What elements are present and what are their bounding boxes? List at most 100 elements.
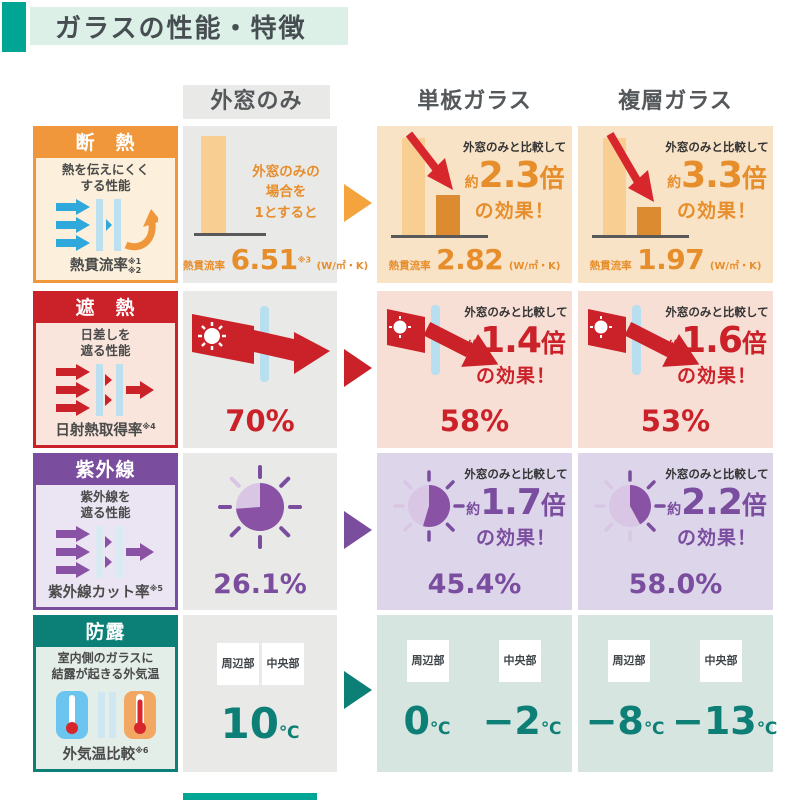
row-label-uv: 紫外線 紫外線を 遮る性能 紫外線カット率※5 bbox=[33, 453, 178, 610]
row-title-condensation: 防露 bbox=[36, 618, 175, 647]
insulation-icon bbox=[55, 199, 158, 251]
temp-unit: ℃ bbox=[540, 719, 562, 739]
improved-bar bbox=[637, 207, 661, 235]
uv-cut-double: 58.0% bbox=[628, 569, 723, 600]
footnote-ref: ※3 bbox=[297, 255, 312, 265]
row-metric: 外気温比較 bbox=[62, 747, 136, 763]
approx: 約 bbox=[466, 502, 481, 518]
temp-unit: ℃ bbox=[278, 723, 300, 743]
effect-label: の効果！ bbox=[676, 364, 757, 387]
drop-arrow-icon bbox=[606, 131, 654, 202]
shade-icon bbox=[55, 364, 154, 416]
metric-value: 6.51 bbox=[230, 243, 299, 276]
metric-unit: (W/㎡・K) bbox=[709, 261, 762, 272]
drop-arrow-icon bbox=[405, 131, 453, 190]
u-value-single: 熱貫流率 2.82 (W/㎡・K) bbox=[377, 243, 572, 276]
uv-pie-sun-icon bbox=[218, 465, 302, 549]
cell-condensation-double: 周辺部 中央部 −8℃ −13℃ bbox=[578, 615, 777, 772]
metric-unit: (W/㎡・K) bbox=[508, 261, 561, 272]
row-desc: 室内側のガラスに bbox=[57, 651, 154, 665]
metric-value: 2.82 bbox=[436, 243, 504, 276]
compare-note: 外窓のみと比較して bbox=[665, 467, 769, 481]
baseline-note: 外窓のみの bbox=[252, 164, 320, 180]
cell-insulation-double: 外窓のみと比較して 約3.3倍 の効果！ 熱貫流率 1.97 (W/㎡・K) bbox=[578, 126, 773, 283]
compare-note: 外窓のみと比較して bbox=[463, 140, 567, 154]
cell-uv-baseline: 26.1% bbox=[183, 453, 337, 610]
edge-label: 周辺部 bbox=[217, 643, 259, 685]
times: 倍 bbox=[741, 329, 767, 358]
uv-cut-baseline: 26.1% bbox=[213, 569, 307, 600]
edge-label: 周辺部 bbox=[608, 640, 650, 682]
row-metric: 日射熱取得率 bbox=[55, 423, 143, 439]
times: 倍 bbox=[741, 491, 767, 520]
shgc-single: 58% bbox=[439, 404, 510, 438]
approx: 約 bbox=[466, 340, 481, 356]
approx: 約 bbox=[667, 175, 682, 191]
temp-value: 10 bbox=[220, 699, 279, 748]
row-desc: する性能 bbox=[80, 178, 131, 194]
compare-note: 外窓のみと比較して bbox=[464, 305, 568, 319]
footnote-ref: ※1 bbox=[127, 256, 142, 266]
temp-value: −2 bbox=[482, 699, 541, 743]
cell-shade-baseline: 70% bbox=[183, 291, 337, 448]
compare-note: 外窓のみと比較して bbox=[464, 467, 568, 481]
center-label: 中央部 bbox=[499, 640, 541, 682]
times: 倍 bbox=[540, 491, 566, 520]
u-value-baseline: 熱貫流率 6.51※3 (W/㎡・K) bbox=[183, 243, 368, 276]
u-value-double: 熱貫流率 1.97 (W/㎡・K) bbox=[578, 243, 773, 276]
footnote-ref: ※2 bbox=[127, 265, 142, 275]
uv-pie-sun-icon bbox=[393, 470, 465, 542]
factor-value: 1.4 bbox=[480, 320, 542, 361]
accent-square bbox=[2, 2, 26, 52]
title-band: ガラスの性能・特徴 bbox=[30, 7, 348, 45]
thermometers-icon bbox=[55, 691, 156, 739]
column-header-double: 複層ガラス bbox=[618, 89, 733, 114]
uv-pie-sun-icon bbox=[594, 470, 666, 542]
approx: 約 bbox=[667, 502, 682, 518]
temp-value: −8 bbox=[585, 699, 644, 743]
center-label: 中央部 bbox=[700, 640, 742, 682]
times: 倍 bbox=[539, 164, 565, 193]
footnote-ref: ※6 bbox=[135, 746, 149, 756]
edge-label: 周辺部 bbox=[407, 640, 449, 682]
approx: 約 bbox=[667, 340, 682, 356]
row-label-shade: 遮 熱 日差しを 遮る性能 日射熱取得率※4 bbox=[33, 291, 178, 448]
metric-label: 熱貫流率 bbox=[589, 260, 632, 272]
next-section-edge bbox=[183, 793, 317, 800]
baseline-bar bbox=[603, 138, 626, 235]
flow-arrow-shade bbox=[344, 349, 372, 387]
temp-unit: ℃ bbox=[643, 719, 665, 739]
column-header-single: 単板ガラス bbox=[417, 89, 532, 114]
metric-label: 熱貫流率 bbox=[388, 260, 431, 272]
row-title-insulation: 断 熱 bbox=[36, 129, 175, 158]
factor-value: 2.2 bbox=[681, 482, 743, 523]
row-title-shade: 遮 熱 bbox=[36, 294, 175, 323]
factor-value: 3.3 bbox=[681, 155, 743, 196]
flow-arrow-uv bbox=[344, 511, 372, 549]
row-title-uv: 紫外線 bbox=[36, 456, 175, 485]
factor-value: 1.7 bbox=[480, 482, 542, 523]
axis-line bbox=[194, 233, 266, 236]
row-metric: 熱貫流率 bbox=[69, 257, 128, 274]
page-title: ガラスの性能・特徴 bbox=[55, 13, 307, 44]
center-label: 中央部 bbox=[262, 643, 304, 685]
row-desc: 結露が起きる外気温 bbox=[51, 666, 160, 681]
column-header-baseline: 外窓のみ bbox=[183, 85, 330, 119]
cell-shade-double: 外窓のみと比較して 約1.6倍 の効果！ 53% bbox=[578, 291, 773, 448]
cell-uv-single: 外窓のみと比較して 約1.7倍 の効果！ 45.4% bbox=[377, 453, 572, 610]
effect-label: の効果！ bbox=[475, 364, 556, 387]
row-desc: 熱を伝えにくく bbox=[61, 162, 150, 177]
sun-arrow-icon bbox=[588, 305, 700, 375]
baseline-note: 1とすると bbox=[254, 204, 318, 221]
effect-label: の効果！ bbox=[474, 199, 555, 222]
compare-note: 外窓のみと比較して bbox=[665, 140, 769, 154]
metric-label: 熱貫流率 bbox=[183, 260, 225, 272]
row-desc: 遮る性能 bbox=[80, 505, 131, 521]
baseline-bar bbox=[402, 138, 425, 235]
sun-arrow-icon bbox=[387, 305, 499, 375]
cell-insulation-single: 外窓のみと比較して 約2.3倍 の効果！ 熱貫流率 2.82 (W/㎡・K) bbox=[377, 126, 572, 283]
temp-unit: ℃ bbox=[429, 719, 451, 739]
metric-value: 1.97 bbox=[637, 243, 705, 276]
cell-uv-double: 外窓のみと比較して 約2.2倍 の効果！ 58.0% bbox=[578, 453, 773, 610]
